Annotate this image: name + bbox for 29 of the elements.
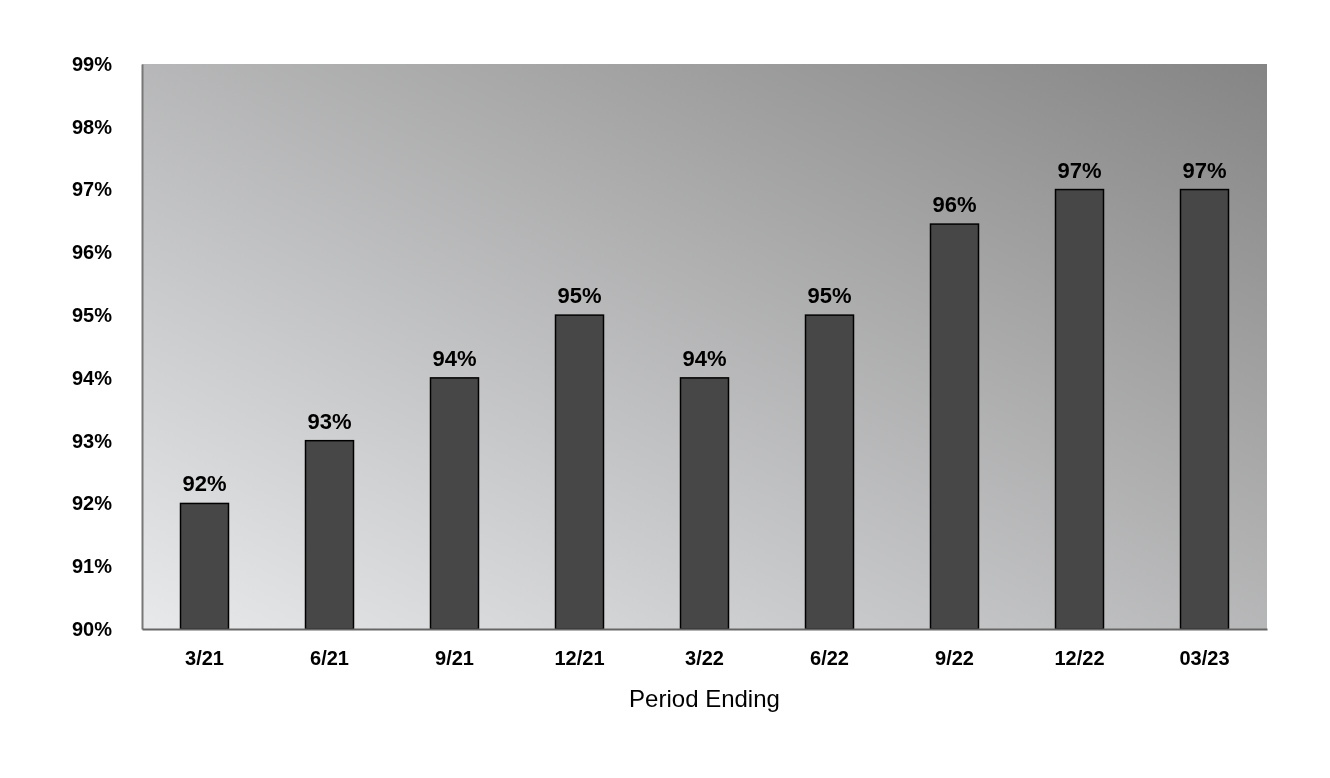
x-tick-label: 6/22	[810, 647, 849, 670]
data-label: 97%	[1057, 157, 1102, 183]
y-tick-label: 90%	[71, 617, 113, 640]
y-tick-label: 92%	[71, 492, 113, 515]
y-tick-label: 99%	[71, 52, 113, 75]
y-tick-label: 93%	[71, 429, 113, 452]
data-label: 95%	[557, 283, 602, 309]
x-tick-label: 12/21	[554, 647, 605, 670]
data-label: 94%	[432, 345, 477, 371]
data-label: 94%	[682, 345, 727, 371]
data-label: 92%	[182, 471, 227, 497]
data-label: 97%	[1182, 157, 1227, 183]
x-tick-label: 9/22	[935, 647, 974, 670]
y-tick-label: 94%	[71, 366, 113, 389]
x-tick-label: 12/22	[1054, 647, 1105, 670]
x-axis-title: Period Ending	[629, 685, 780, 712]
x-tick-label: 03/23	[1179, 647, 1230, 670]
y-tick-label: 97%	[71, 178, 113, 201]
y-tick-label: 91%	[71, 555, 113, 578]
x-tick-label: 9/21	[435, 647, 474, 670]
data-label: 96%	[932, 192, 977, 218]
y-tick-label: 95%	[71, 304, 113, 327]
x-tick-label: 3/22	[685, 647, 724, 670]
data-label: 95%	[807, 283, 852, 309]
x-tick-label: 6/21	[310, 647, 349, 670]
y-tick-label: 96%	[71, 241, 113, 264]
y-tick-label: 98%	[71, 115, 113, 138]
x-tick-label: 3/21	[185, 647, 224, 670]
data-label: 93%	[307, 408, 352, 434]
